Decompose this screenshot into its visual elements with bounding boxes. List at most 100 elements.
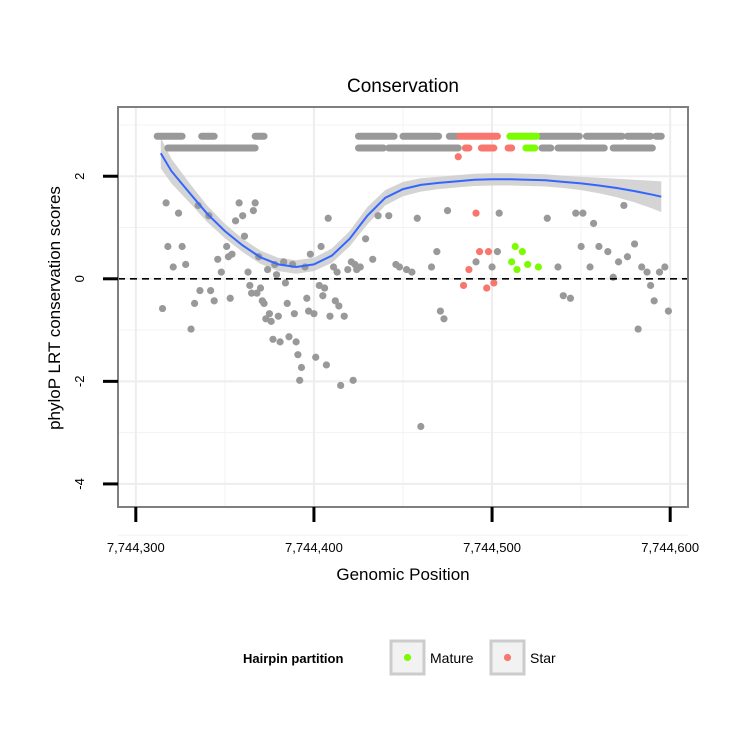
point-other (294, 351, 302, 359)
point-other (614, 258, 623, 266)
point-other (620, 201, 628, 210)
x-tick-label: 7,744,300 (107, 540, 165, 555)
point-other (402, 265, 411, 274)
y-axis-label: phyloP LRT conservation scores (45, 186, 64, 430)
point-other (495, 209, 503, 217)
point-other (369, 255, 377, 263)
point-mature (518, 248, 526, 256)
point-mature (513, 265, 521, 274)
point-other (395, 263, 404, 271)
point-star (483, 284, 491, 292)
point-other (290, 310, 298, 318)
point-other (315, 281, 323, 290)
point-other (223, 242, 231, 251)
point-other (285, 333, 293, 341)
smooth-line (159, 152, 662, 269)
point-other (297, 363, 306, 372)
point-other (244, 268, 252, 276)
point-other (664, 307, 673, 315)
point-other (634, 325, 642, 333)
point-other (253, 289, 261, 297)
point-other (374, 212, 382, 220)
chart-title: Conservation (347, 76, 459, 97)
plot-border (117, 106, 689, 508)
point-mature (524, 260, 532, 269)
point-other (638, 263, 646, 271)
point-other (190, 299, 199, 308)
point-other (283, 299, 291, 308)
point-other (207, 286, 215, 295)
point-other (164, 242, 172, 251)
point-star (454, 153, 462, 161)
point-other (272, 271, 281, 279)
legend-label-star: Star (530, 650, 556, 666)
point-other (267, 317, 275, 325)
point-other (296, 376, 304, 384)
point-other (169, 263, 177, 271)
legend-key-star (489, 639, 526, 676)
point-other (264, 265, 272, 274)
point-other (335, 302, 343, 310)
point-other (443, 206, 452, 215)
point-other (344, 265, 352, 274)
point-other (310, 310, 318, 318)
point-other (276, 338, 284, 346)
point-other (256, 284, 265, 292)
point-other (493, 248, 502, 256)
y-tick-label: -2 (72, 376, 87, 388)
point-other (312, 353, 320, 361)
point-mature (534, 263, 542, 271)
point-other (349, 376, 357, 384)
point-other (630, 240, 639, 248)
point-other (417, 422, 425, 431)
point-other (235, 199, 243, 207)
point-other (361, 235, 370, 243)
point-other (303, 294, 311, 302)
point-star (484, 248, 493, 256)
legend-label-mature: Mature (430, 650, 474, 666)
point-other (554, 263, 562, 271)
point-other (246, 281, 254, 290)
point-other (340, 312, 348, 320)
point-other (269, 335, 277, 343)
point-other (187, 325, 195, 333)
point-other (322, 361, 331, 369)
point-other (413, 214, 421, 222)
point-other (604, 248, 612, 256)
point-other (217, 268, 225, 276)
legend-title: Hairpin partition (243, 651, 343, 666)
point-other (251, 199, 259, 207)
point-other (194, 201, 202, 210)
point-star (475, 248, 484, 256)
point-other (586, 263, 594, 271)
point-other (650, 297, 658, 305)
x-tick-label: 7,744,400 (285, 540, 343, 555)
point-other (162, 199, 170, 207)
legend-swatch-star (503, 653, 512, 662)
point-mature (511, 242, 519, 251)
point-other (643, 268, 651, 276)
point-other (214, 255, 222, 263)
point-other (436, 307, 445, 315)
point-other (408, 268, 416, 276)
point-other (317, 242, 325, 251)
point-other (566, 294, 575, 302)
point-other (174, 209, 183, 217)
point-other (331, 297, 339, 305)
point-star (472, 209, 480, 217)
point-other (306, 250, 314, 258)
point-other (281, 279, 290, 287)
point-other (356, 263, 364, 271)
point-other (247, 289, 256, 297)
point-other (240, 232, 249, 240)
point-other (262, 315, 270, 323)
point-other (228, 250, 236, 258)
point-other (595, 242, 603, 251)
point-other (231, 217, 240, 225)
point-other (239, 212, 247, 220)
point-other (319, 292, 327, 300)
point-other (178, 242, 186, 251)
point-other (210, 297, 218, 305)
